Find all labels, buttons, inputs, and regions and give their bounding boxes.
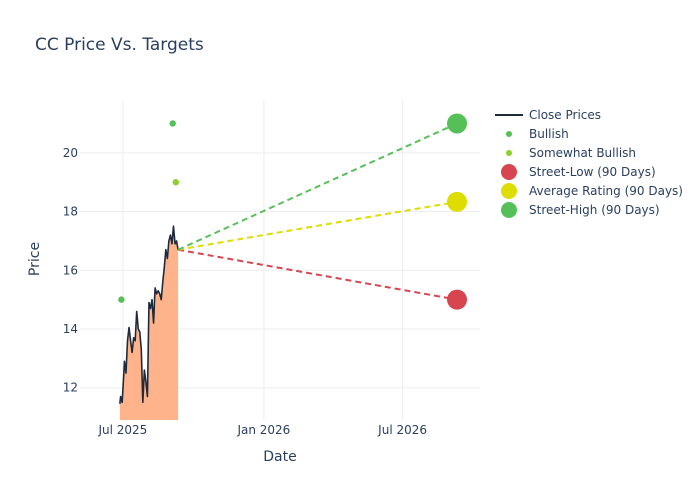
legend-label: Bullish (529, 127, 569, 141)
rating-marker (169, 120, 176, 127)
legend-dot-symbol (506, 131, 512, 137)
legend-dot-symbol (506, 150, 512, 156)
y-tick-label: 20 (63, 146, 78, 160)
legend-circle-symbol (501, 164, 517, 180)
grid-lines (80, 100, 480, 420)
target-marker (447, 113, 468, 134)
legend-label: Street-High (90 Days) (529, 203, 660, 217)
y-tick-label: 18 (63, 205, 78, 219)
target-marker (447, 289, 468, 310)
y-tick-label: 14 (63, 322, 78, 336)
legend-circle-symbol (501, 202, 517, 218)
x-tick-label: Jan 2026 (236, 423, 290, 437)
axes: 12 14 16 18 20 Jul 2025 Jan 2026 Jul 2026 (63, 146, 427, 437)
legend-label: Average Rating (90 Days) (529, 184, 683, 198)
close-price-line (119, 225, 179, 404)
target-marker (447, 191, 468, 212)
x-tick-label: Jul 2025 (97, 423, 147, 437)
target-line (177, 248, 458, 301)
x-axis-label: Date (263, 449, 296, 465)
y-tick-label: 12 (63, 381, 78, 395)
plot-area (118, 113, 468, 420)
y-tick-label: 16 (63, 263, 78, 277)
legend-label: Street-Low (90 Days) (529, 165, 656, 179)
y-axis-label: Price (27, 242, 43, 276)
legend-circle-symbol (501, 183, 517, 199)
target-line (177, 122, 458, 251)
rating-marker (172, 179, 179, 186)
target-line (177, 200, 458, 251)
legend-label: Close Prices (529, 108, 601, 122)
x-tick-label: Jul 2026 (377, 423, 427, 437)
legend-label: Somewhat Bullish (529, 146, 636, 160)
legend: Close Prices Bullish Somewhat Bullish Stree… (495, 108, 683, 218)
chart-title: CC Price Vs. Targets (35, 35, 204, 55)
rating-marker (118, 296, 125, 303)
